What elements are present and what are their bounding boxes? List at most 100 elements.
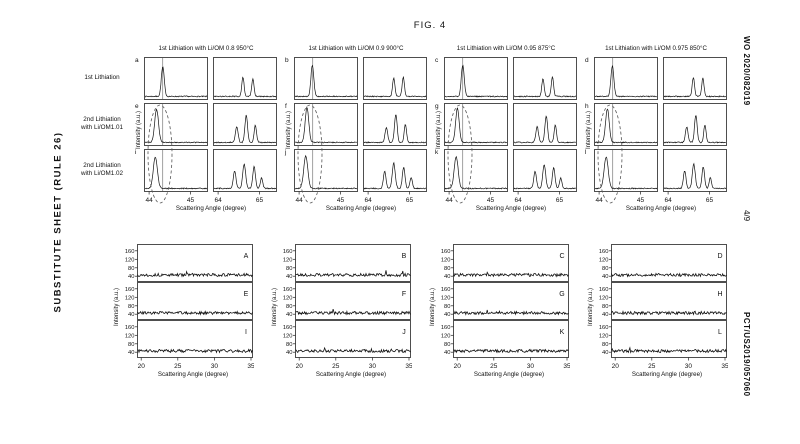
plot-box (444, 57, 508, 100)
scattering-band: 40 80 120 160 G (441, 282, 569, 320)
xrd-trace (363, 75, 427, 98)
x-tick-label: 44 (295, 197, 303, 204)
bottom-panel: Intensity (a.u.) 40 80 120 160 A 40 80 120 160 E 40… (112, 244, 254, 378)
xrd-trace (444, 64, 508, 98)
y-tick-label: 80 (444, 266, 450, 272)
xrd-trace (144, 108, 208, 144)
x-axis-label: Scattering Angle (degree) (175, 205, 247, 212)
plot-box (453, 282, 569, 320)
scattering-band: 40 80 120 160 L 20 25 30 35 (599, 320, 728, 370)
panel-cell-right (662, 56, 728, 102)
y-tick-label: 80 (286, 266, 292, 272)
x-tick-label: 25 (648, 363, 656, 370)
plot-box (363, 149, 427, 192)
publication-number: WO 2020/082019 (742, 36, 751, 106)
x-tick-label: 65 (256, 197, 264, 204)
xrd-trace (513, 164, 577, 190)
panel-cell-right (662, 102, 728, 148)
y-tick-label: 40 (444, 312, 450, 318)
bottom-panel: Intensity (a.u.) 40 80 120 160 C 40 80 120 160 G 40… (428, 244, 570, 378)
substitute-sheet-text: SUBSTITUTE SHEET (RULE 26) (52, 131, 64, 313)
band-letter: F (402, 291, 406, 298)
xrd-trace (294, 106, 358, 144)
top-chart-section: 1st Lithiation 2nd Lithiation with Li/OM… (78, 42, 728, 212)
y-tick-label: 40 (602, 350, 608, 356)
panel-cell-left: k 44 45 (435, 148, 509, 204)
x-tick-label: 20 (454, 363, 462, 370)
sheet-number: 4/9 (742, 210, 751, 222)
panel-letter: a (135, 57, 139, 64)
y-tick-label: 120 (125, 257, 135, 263)
xrd-trace (513, 115, 577, 144)
x-tick-label: 44 (145, 197, 153, 204)
xrd-panel (294, 57, 358, 100)
y-tick-label: 40 (286, 274, 292, 280)
scattering-trace (295, 346, 411, 354)
plot-box (513, 57, 577, 100)
band-stack: 40 80 120 160 B 40 80 120 160 F 40 80 120 160 J 20 25 30 3… (280, 244, 412, 370)
plot-box (611, 282, 727, 320)
bottom-panel: Intensity (a.u.) 40 80 120 160 B 40 80 120 160 F 40… (270, 244, 412, 378)
y-tick-label: 160 (441, 249, 451, 255)
scattering-trace (611, 310, 727, 316)
panel-letter: c (435, 57, 439, 64)
y-tick-label: 160 (125, 249, 135, 255)
y-tick-label: 160 (599, 287, 609, 293)
plot-box (594, 103, 658, 146)
y-axis-label: Intensity (a.u.) (435, 110, 442, 150)
plot-box (594, 57, 658, 100)
panel-cell-right (212, 102, 278, 148)
x-tick-label: 35 (721, 363, 728, 370)
xrd-trace (513, 75, 576, 98)
xrd-trace (294, 64, 358, 98)
scattering-band: 40 80 120 160 J 20 25 30 35 (283, 320, 412, 370)
xrd-panel (513, 103, 577, 146)
x-tick-label: 65 (706, 197, 714, 204)
panel-letter: g (435, 103, 439, 110)
band-stack: 40 80 120 160 A 40 80 120 160 E 40 80 120 160 I 20 25 30 3… (122, 244, 254, 370)
plot-box (213, 103, 277, 146)
x-tick-label: 25 (332, 363, 340, 370)
panel-letter: i (135, 149, 137, 156)
scattering-trace (137, 270, 253, 278)
x-tick-label: 30 (527, 363, 535, 370)
y-axis-label: Intensity (a.u.) (135, 110, 142, 150)
bottom-panel: Intensity (a.u.) 40 80 120 160 D 40 80 120 160 H 40… (586, 244, 728, 378)
top-group: 1st Lithiation with Li/OM 0.8 950°C Inten… (134, 42, 278, 212)
xrd-trace (594, 65, 658, 98)
plot-box (294, 149, 358, 192)
x-tick-label: 64 (214, 197, 222, 204)
panel-letter: k (435, 149, 439, 156)
band-letter: K (560, 329, 565, 336)
scattering-trace (611, 272, 727, 278)
row-label-2nd-lithiation-2: 2nd Lithiation with Li/OM1.02 (81, 162, 123, 177)
group-title: 1st Lithiation with Li/OM 0.9 900°C (308, 45, 404, 52)
xrd-panel (144, 57, 208, 100)
band-letter: G (559, 291, 564, 298)
panel-cell-left: c (435, 56, 509, 102)
application-number: PCT/US2019/057060 (742, 312, 751, 397)
x-tick-label: 65 (556, 197, 564, 204)
plot-box (213, 57, 277, 100)
panel-cell-left: g (435, 102, 509, 148)
row-label-2nd-lithiation-1: 2nd Lithiation with Li/OM1.01 (81, 116, 123, 131)
panel-cell-right (362, 56, 428, 102)
plot-box (453, 320, 569, 358)
panel-cell-right (512, 102, 578, 148)
plot-box (144, 57, 208, 100)
y-axis-label: Intensity (a.u.) (285, 110, 292, 150)
plot-box (513, 149, 577, 192)
plot-box (213, 149, 277, 192)
panel-grid: d h l 44 45 64 65 (585, 56, 728, 204)
top-group: 1st Lithiation with Li/OM 0.975 850°C Int… (584, 42, 728, 212)
xrd-panel: 44 45 (294, 149, 358, 204)
scattering-trace (453, 348, 569, 354)
scattering-trace (137, 348, 253, 354)
xrd-trace (663, 162, 727, 190)
plot-box (594, 149, 658, 192)
bottom-chart-section: Intensity (a.u.) 40 80 120 160 A 40 80 120 160 E 40… (112, 244, 728, 378)
scattering-trace (137, 310, 253, 316)
xrd-panel (594, 57, 658, 100)
y-axis-label: Intensity (a.u.) (585, 110, 592, 150)
